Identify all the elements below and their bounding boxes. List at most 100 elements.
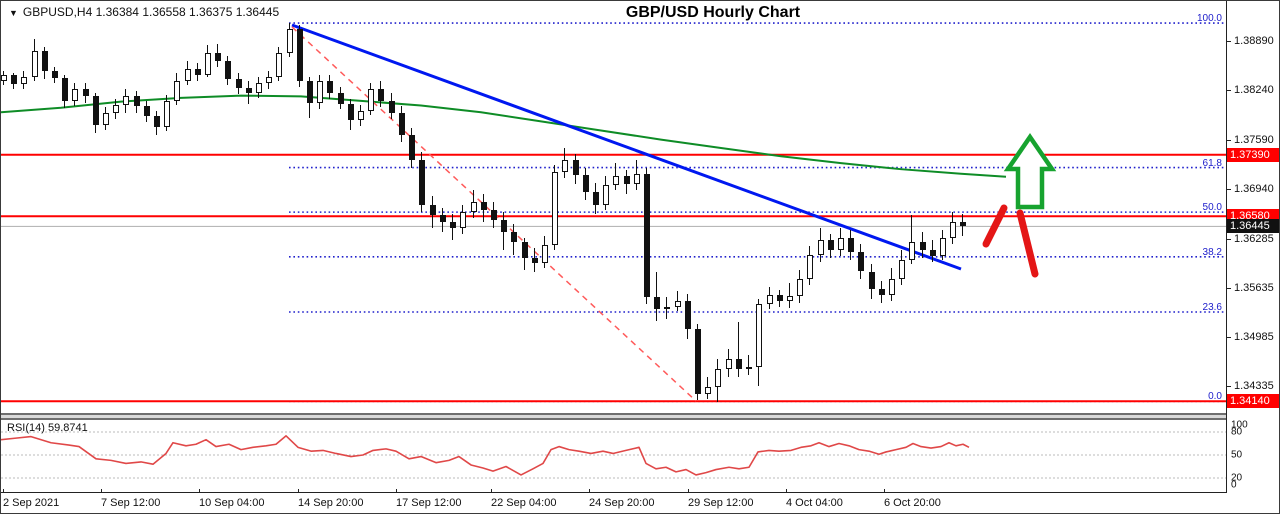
price-axis-tick [1226, 188, 1231, 190]
rsi-scale-label: 80 [1231, 426, 1243, 438]
candle-body [306, 80, 313, 103]
candle-body [408, 135, 415, 161]
price-badge: 1.37390 [1227, 147, 1279, 162]
time-axis-label: 14 Sep 20:00 [298, 497, 364, 509]
price-axis-tick [1226, 90, 1231, 92]
rsi-scale-label: 0 [1231, 479, 1237, 491]
candle-body [623, 176, 630, 185]
candle-body [10, 74, 17, 84]
candle-body [786, 296, 793, 302]
pane-separator[interactable] [1, 413, 1226, 420]
time-axis-label: 22 Sep 04:00 [491, 497, 557, 509]
price-axis-tick [1226, 287, 1231, 289]
candle-body [122, 95, 129, 105]
symbol-ohlc-text: GBPUSD,H4 1.36384 1.36558 1.36375 1.3644… [22, 5, 280, 19]
candle-body [817, 239, 824, 255]
price-axis-tick [1226, 238, 1231, 240]
candle-body [439, 214, 446, 222]
candle-body [224, 60, 231, 79]
symbol-dropdown-icon[interactable]: ▼ [9, 8, 18, 18]
time-axis-tick [101, 489, 102, 493]
candle-body [857, 251, 864, 272]
time-axis-label: 24 Sep 20:00 [589, 497, 655, 509]
candle-body [602, 185, 609, 205]
candle-body [684, 301, 691, 330]
symbol-ohlc-line: ▼ GBPUSD,H4 1.36384 1.36558 1.36375 1.364… [9, 5, 279, 19]
candle-body [551, 172, 558, 245]
candle-body [959, 221, 966, 227]
time-axis-label: 4 Oct 04:00 [786, 497, 843, 509]
candle-body [490, 209, 497, 220]
price-axis-label: 1.34985 [1234, 331, 1274, 344]
candle-body [153, 115, 160, 128]
candle-body [357, 110, 364, 121]
time-axis [1, 494, 1279, 513]
time-axis-tick [298, 489, 299, 493]
candle-wick [656, 271, 657, 322]
candle-body [347, 103, 354, 121]
candle-body [173, 80, 180, 101]
price-axis-tick [1226, 41, 1231, 42]
price-axis [1226, 1, 1279, 493]
candle-body [194, 68, 201, 75]
candle-body [919, 241, 926, 250]
candle-body [275, 52, 282, 77]
time-axis-label: 29 Sep 12:00 [688, 497, 754, 509]
candle-body [735, 358, 742, 369]
candle-body [296, 29, 303, 81]
time-axis-tick [396, 489, 397, 493]
candle-body [766, 295, 773, 305]
candle-body [521, 241, 528, 258]
candle-body [459, 211, 466, 228]
candle-body [541, 244, 548, 263]
price-axis-label: 1.36940 [1234, 182, 1274, 195]
price-axis-label: 1.38890 [1234, 35, 1274, 47]
candle-body [592, 192, 599, 205]
candle-wick [748, 354, 749, 375]
candle-body [92, 95, 99, 126]
candle-body [500, 219, 507, 232]
candle-body [949, 221, 956, 238]
candle-body [561, 160, 568, 173]
candle-body [888, 279, 895, 296]
time-axis-tick [786, 489, 787, 493]
candle-body [20, 76, 27, 84]
time-axis-tick [589, 489, 590, 493]
time-axis-tick [491, 489, 492, 493]
candle-body [316, 80, 323, 103]
candle-wick [738, 322, 739, 377]
candle-body [745, 366, 752, 369]
time-axis-tick [199, 489, 200, 493]
candle-body [235, 78, 242, 88]
candle-body [582, 175, 589, 192]
price-axis-label: 1.37590 [1234, 133, 1274, 146]
candle-body [398, 112, 405, 136]
candle-body [61, 77, 68, 101]
candle-body [612, 176, 619, 186]
fib-level-label: 50.0 [1202, 202, 1222, 214]
candle-body [449, 221, 456, 228]
candle-body [214, 52, 221, 61]
candle-body [704, 386, 711, 394]
price-axis-label: 1.35635 [1234, 281, 1274, 294]
candle-body [377, 88, 384, 101]
candle-body [653, 297, 660, 310]
chart-title: GBP/USD Hourly Chart [625, 4, 801, 21]
candle-body [163, 100, 170, 128]
candle-body [102, 112, 109, 126]
rsi-scale-label: 20 [1231, 472, 1243, 484]
candle-body [204, 52, 211, 75]
candle-body [143, 105, 150, 116]
fib-level-label: 61.8 [1202, 157, 1222, 169]
candle-body [51, 70, 58, 78]
candle-body [694, 329, 701, 394]
candle-body [663, 307, 670, 310]
candle-body [714, 368, 721, 387]
rsi-scale-label: 100 [1231, 419, 1248, 431]
price-badge: 1.36445 [1227, 219, 1279, 234]
time-axis-label: 17 Sep 12:00 [396, 497, 462, 509]
candle-body [725, 358, 732, 369]
candle-body [837, 237, 844, 250]
rsi-indicator-label: RSI(14) 59.8741 [7, 422, 88, 434]
candle-body [643, 174, 650, 298]
